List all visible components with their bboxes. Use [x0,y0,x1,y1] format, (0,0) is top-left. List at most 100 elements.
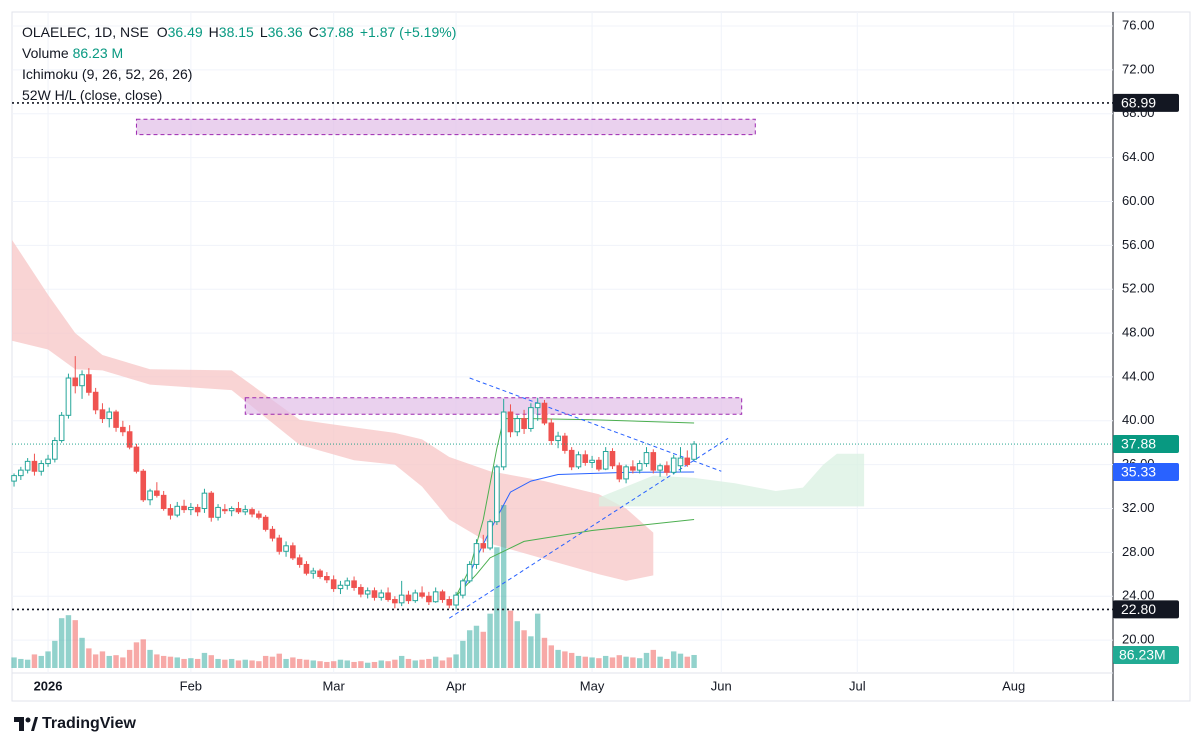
volume-bar [371,661,378,668]
volume-bar [358,661,364,668]
volume-bar [72,620,78,668]
legend-row: Volume 86.23 M [22,43,462,64]
volume-bar [154,654,160,668]
candle-body [276,537,283,552]
volume-bar [548,645,554,668]
trendline [449,437,729,619]
volume-bar [99,651,106,668]
y-tick-label: 76.00 [1122,17,1155,32]
candle-body [249,509,255,515]
candle-body [677,457,684,467]
x-tick-label: Feb [180,678,202,693]
ohlc-value: 37.88 [318,24,354,40]
volume-name: Volume [22,45,69,61]
volume-badge [1113,645,1179,664]
candle-body [11,475,17,482]
candle-body [630,466,636,471]
candle-body [120,426,126,433]
volume-bar [643,652,650,668]
volume-bar [11,657,17,668]
volume-bar [276,653,282,668]
volume-bar [677,653,684,668]
candle-body [72,377,79,387]
x-tick-label: Jul [849,678,866,693]
volume-bar [188,658,194,668]
trendline [469,377,722,472]
price-badge-label: 22.80 [1121,601,1156,617]
candle-body [643,452,650,465]
candle-body [684,457,691,466]
candle-body [31,460,38,472]
candle-body [52,440,58,460]
ohlc-value: 36.36 [267,24,303,40]
brand-name: TradingView [42,715,136,732]
candles [11,356,697,610]
y-tick-label: 24.00 [1122,588,1155,603]
candle-body [664,465,670,473]
volume-bar [38,655,44,668]
y-tick-label: 60.00 [1122,193,1155,208]
volume-bar [480,631,486,668]
candle-body [548,422,555,442]
volume-bar [235,660,242,668]
candle-body [636,463,643,471]
candle-body [324,576,330,581]
volume-bar [330,661,337,668]
volume-bar [262,655,269,668]
candle-body [616,465,623,480]
candle-body [140,470,147,501]
volume-bar [194,658,201,668]
candle-body [623,466,629,480]
candle-body [330,579,337,590]
price-badge [1113,600,1179,619]
volume-bar [296,658,303,668]
volume-bar [419,659,425,668]
volume-bar [120,657,126,668]
candle-body [18,469,24,477]
volume-bar [500,505,507,668]
candle-body [691,443,697,460]
volume-bar [58,618,65,668]
x-tick-label: Mar [322,678,345,693]
candle-body [412,592,419,602]
candle-body [154,490,160,496]
candle-body [582,454,589,463]
brand-logo [14,717,38,731]
zones [135,118,756,415]
volume-bar [290,657,296,668]
volume-bar [337,659,344,668]
x-tick-label: Apr [446,678,467,693]
candle-body [541,402,548,424]
candle-body [92,391,99,411]
candle-body [351,580,357,588]
candle-body [242,509,249,513]
volume-bar [623,656,629,668]
zone [135,118,756,136]
volume-bar [494,547,500,668]
volume-bar [201,652,208,668]
candle-body [507,411,514,433]
legend-row: OLAELEC, 1D, NSE O36.49 H38.15 L36.36 C37.8… [22,22,462,43]
volume-bar [351,661,357,668]
candle-body [398,594,405,604]
price-badge [1113,463,1179,482]
volume-bar [602,655,609,668]
x-tick-label: May [580,678,605,693]
volume-bar [310,660,316,668]
candle-body [453,594,459,606]
legend-row: 52W H/L (close, close) [22,85,462,106]
candle-body [487,521,493,549]
volume-bar [405,658,412,668]
volume-bar [208,655,214,668]
candle-body [181,505,187,511]
volume-bar [609,657,616,668]
volume-bar [664,658,670,668]
volume-bar [181,658,187,668]
candle-body [45,458,51,465]
candle-body [670,457,677,473]
price-lines [12,102,1113,611]
volume-bar [616,655,622,668]
volume-bar [45,651,51,668]
legend: OLAELEC, 1D, NSE O36.49 H38.15 L36.36 C37.8… [22,22,462,106]
candle-body [596,459,602,470]
